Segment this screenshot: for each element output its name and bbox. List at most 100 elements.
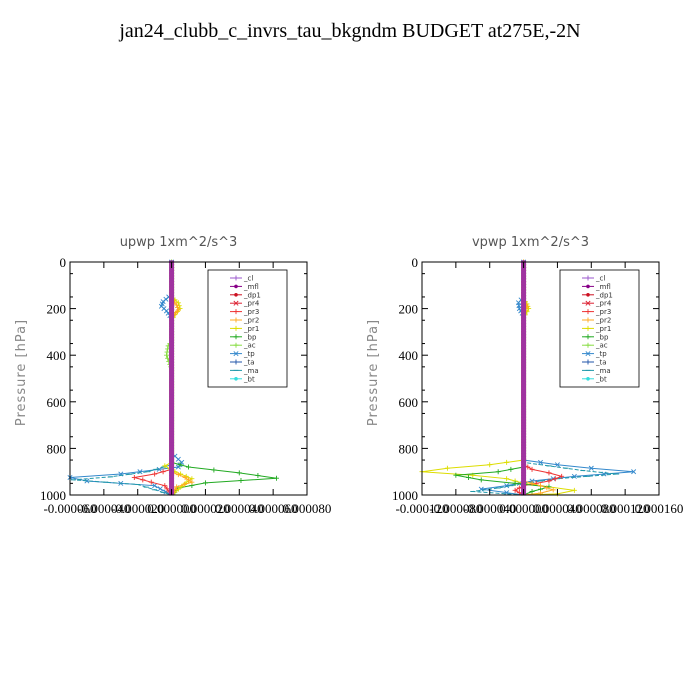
zero-column-marker (521, 386, 527, 390)
series_pr1-point (504, 459, 510, 465)
zero-column-marker (521, 375, 527, 379)
legend-label: _ta (243, 359, 255, 367)
zero-column-marker (169, 299, 175, 303)
series_pr2-point (182, 475, 188, 481)
y-tick-label: 800 (399, 441, 419, 456)
series_tp-point (516, 306, 522, 312)
series_pr2-point (181, 482, 187, 488)
series_bp-point (238, 478, 244, 484)
series_tp-point (631, 469, 637, 475)
legend-marker-point (585, 325, 591, 331)
series_tp-point (163, 308, 170, 314)
zero-column-marker (521, 383, 527, 387)
zero-column-marker (169, 310, 175, 314)
legend: _cl_mfl_dp1_pr4_pr3_pr2_pr1_bp_ac_tp_ta_… (207, 269, 288, 388)
series_tp-point (537, 459, 544, 465)
legend-marker-point (233, 300, 239, 306)
series-line_pr2 (523, 262, 555, 496)
legend-label: _tp (595, 350, 607, 358)
legend-label: _ma (243, 367, 259, 375)
legend-marker-point (585, 342, 591, 348)
zero-column-marker (521, 453, 527, 457)
x-tick-label: -0.000020 (111, 501, 164, 516)
zero-column-marker (169, 456, 175, 460)
zero-column-marker (169, 333, 175, 337)
legend-label: _pr4 (243, 300, 260, 308)
zero-column-marker (169, 414, 175, 418)
plot-frame (69, 261, 308, 496)
y-tick-label: 400 (399, 348, 419, 363)
zero-column-marker (169, 408, 175, 412)
series_bp-point (236, 470, 242, 476)
x-tick-label: 0.000080 (283, 501, 332, 516)
legend-marker-point (233, 309, 239, 315)
y-tick-label: 800 (47, 441, 67, 456)
legend-label: _mfl (595, 283, 611, 291)
legend-marker-point (233, 275, 239, 281)
x-tick-label: 0.000020 (181, 501, 230, 516)
zero-column-marker (169, 461, 175, 465)
series-line_bp (455, 262, 550, 496)
zero-column-marker (521, 439, 527, 443)
zero-column-marker (521, 324, 527, 328)
legend-label: _pr1 (595, 325, 611, 333)
zero-column-marker (521, 447, 527, 451)
x-tick-label: -0.000040 (77, 501, 130, 516)
series_pr3-point (529, 466, 535, 472)
zero-column-marker (521, 327, 527, 331)
zero-column-marker (521, 341, 527, 345)
series-line_ma (472, 262, 617, 496)
zero-column-marker (521, 338, 527, 342)
legend: _cl_mfl_dp1_pr4_pr3_pr2_pr1_bp_ac_tp_ta_… (559, 269, 640, 388)
series_tp-point (156, 466, 162, 472)
x-tick-label: -0.000040 (463, 501, 516, 516)
series_pr2-point (186, 477, 191, 483)
zero-column-marker (521, 369, 527, 373)
series_pr3-point (552, 476, 558, 482)
series_bp-point (529, 489, 535, 495)
series_pr3-point (516, 485, 522, 491)
legend-box (207, 269, 288, 388)
series_pr3-point (140, 477, 146, 483)
panel-2: vpwp 1xm^2/s^3 Pressure [hPa] 0 200 400 600 80… (366, 235, 683, 516)
zero-column-marker (169, 389, 175, 393)
zero-column-marker (169, 447, 175, 451)
legend-marker-point (234, 284, 238, 289)
series_pr3-point (131, 475, 137, 481)
zero-column-marker (169, 377, 175, 381)
zero-column-marker (169, 450, 175, 454)
zero-column-marker (169, 459, 175, 463)
legend-marker-point (233, 317, 239, 323)
series_pr2-point (174, 304, 180, 310)
zero-column-marker (521, 464, 527, 468)
series_bp-point (211, 467, 217, 473)
y-tick-label: 0 (60, 255, 67, 270)
zero-column-marker (169, 400, 175, 404)
zero-column-marker (521, 442, 527, 446)
zero-column-marker (521, 347, 527, 351)
x-tick-label: -0.000060 (43, 501, 96, 516)
legend-label: _ma (595, 367, 611, 375)
legend-marker-point (585, 300, 591, 306)
zero-column-marker (521, 425, 527, 429)
zero-column-marker (169, 355, 175, 359)
legend-marker-point (585, 275, 591, 281)
zero-column-marker (169, 302, 175, 306)
series_tp-point (157, 486, 163, 492)
zero-column-marker (521, 461, 527, 465)
zero-column-marker (521, 481, 527, 485)
legend-label: _bt (595, 375, 607, 383)
zero-column-marker (169, 419, 175, 423)
zero-column-marker (521, 417, 527, 421)
legend-label: _ta (595, 359, 607, 367)
series_pr2-point (175, 307, 181, 313)
zero-column-marker (521, 484, 527, 488)
zero-column-marker (521, 467, 527, 471)
y-tick-label: 400 (47, 348, 67, 363)
y-axis-label: Pressure [hPa] (14, 319, 29, 426)
zero-column-marker (521, 431, 527, 435)
legend-marker-point (585, 317, 591, 323)
zero-column-marker (169, 475, 175, 479)
zero-column-marker (169, 363, 175, 367)
legend-box (559, 269, 640, 388)
